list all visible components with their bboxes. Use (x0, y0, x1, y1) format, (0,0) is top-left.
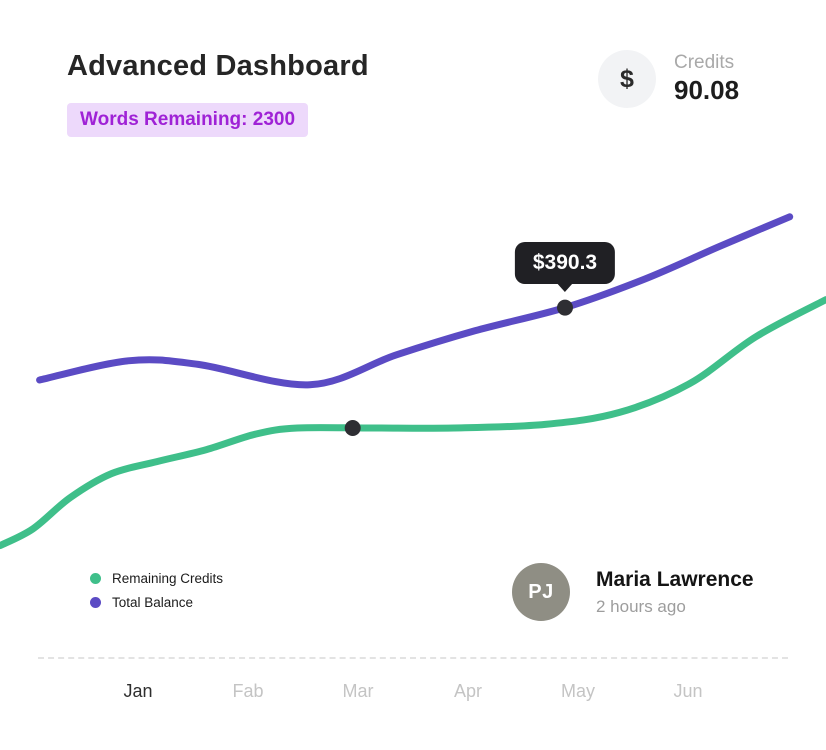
user-name: Maria Lawrence (596, 568, 754, 592)
legend-dot-green (90, 573, 101, 584)
marker-dot-0[interactable] (344, 420, 361, 436)
user-card: PJ Maria Lawrence 2 hours ago (512, 563, 754, 621)
month-tab-fab[interactable]: Fab (232, 681, 264, 701)
credits-summary: $ Credits 90.08 (598, 50, 739, 108)
month-tab-jan[interactable]: Jan (123, 681, 153, 701)
credits-value: 90.08 (674, 74, 740, 105)
words-remaining-badge: Words Remaining: 2300 (67, 103, 309, 137)
dashed-divider (38, 657, 788, 659)
credits-label: Credits (674, 52, 735, 73)
user-timestamp: 2 hours ago (596, 596, 686, 616)
month-tab-jun[interactable]: Jun (673, 681, 703, 701)
marker-dot-1[interactable] (557, 299, 573, 316)
avatar: PJ (512, 563, 570, 621)
series-line-0 (0, 296, 826, 550)
legend-label: Total Balance (112, 595, 194, 610)
month-tab-apr[interactable]: Apr (453, 681, 482, 701)
legend-item-total-balance[interactable]: Total Balance (90, 595, 223, 610)
month-axis: Jan Fab Mar Apr May Jun (83, 681, 743, 702)
chart-tooltip: $390.3 (514, 241, 616, 284)
chart-legend: Remaining Credits Total Balance (90, 571, 223, 619)
dollar-icon: $ (598, 50, 656, 108)
legend-item-remaining-credits[interactable]: Remaining Credits (90, 571, 223, 586)
series-line-1 (36, 213, 794, 389)
page-title: Advanced Dashboard (67, 50, 369, 82)
month-tab-mar[interactable]: Mar (342, 681, 374, 701)
legend-dot-purple (90, 597, 101, 608)
month-tab-may[interactable]: May (560, 681, 595, 701)
legend-label: Remaining Credits (112, 571, 224, 586)
